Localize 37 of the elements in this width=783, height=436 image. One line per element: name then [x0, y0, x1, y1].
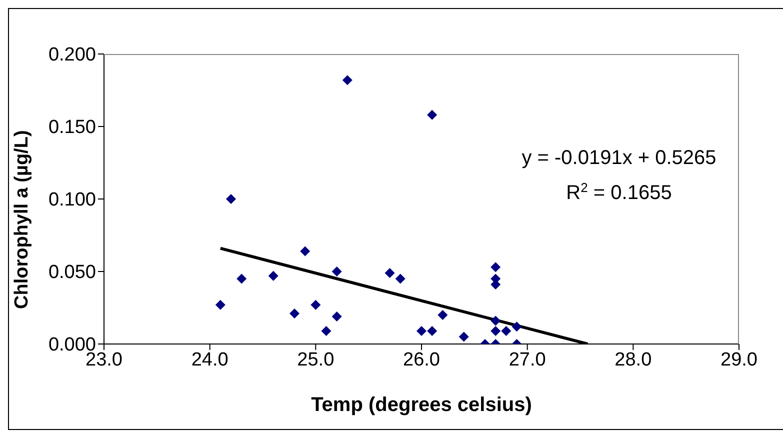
x-tick-label: 29.0 [720, 349, 758, 370]
point [427, 110, 438, 120]
point [342, 75, 352, 86]
point [384, 268, 395, 278]
point [268, 270, 278, 281]
point [332, 311, 342, 322]
x-tick-label: 24.0 [191, 349, 228, 370]
point [321, 326, 332, 336]
y-tick-label: 0.200 [48, 44, 96, 66]
point [490, 326, 501, 336]
x-axis-title: Temp (degrees celsius) [311, 394, 532, 416]
y-tick-label: 0.100 [48, 190, 96, 211]
point [395, 274, 406, 284]
point [416, 326, 426, 336]
point [458, 332, 469, 342]
point [438, 310, 448, 320]
point [290, 308, 300, 319]
point [300, 246, 310, 256]
x-tick-label: 27.0 [508, 349, 546, 370]
point [236, 274, 247, 284]
point [226, 194, 236, 204]
y-tick-label: 0.150 [48, 117, 96, 138]
point [501, 326, 512, 336]
point [512, 322, 522, 332]
point [310, 300, 321, 310]
annotation: R$^{2}$ = 0.1655 [566, 180, 672, 204]
y-tick-label: 0.050 [48, 262, 96, 284]
x-tick-label: 26.0 [403, 349, 440, 370]
point [215, 300, 226, 310]
annotation: y = -0.0191x + 0.5265 [522, 147, 716, 169]
point [332, 266, 342, 276]
x-tick-label: 28.0 [614, 349, 652, 370]
y-axis-title: Chlorophyll a (µg/L) [12, 130, 33, 309]
point [427, 326, 438, 336]
point [490, 316, 501, 326]
x-tick-label: 25.0 [297, 349, 334, 370]
point [490, 262, 501, 272]
